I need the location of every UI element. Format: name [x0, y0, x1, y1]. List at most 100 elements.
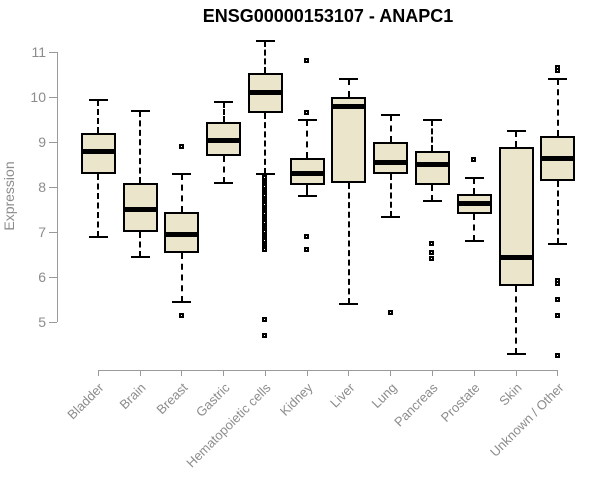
x-tick [473, 369, 475, 376]
outlier [554, 280, 560, 286]
median-hematopoietic-cells [249, 90, 281, 96]
outlier [262, 332, 268, 338]
x-tick [515, 369, 517, 376]
whisker-upper-bladder [97, 99, 100, 134]
x-tick [97, 369, 99, 376]
whisker-cap [381, 114, 401, 117]
y-tick-label: 8 [38, 179, 46, 196]
whisker-lower-lung [389, 173, 392, 217]
median-lung [375, 160, 407, 166]
whisker-lower-bladder [97, 173, 100, 237]
outlier [429, 256, 435, 262]
y-tick [49, 322, 57, 324]
whisker-lower-pancreas [431, 185, 434, 201]
median-liver [333, 103, 365, 109]
median-gastric [208, 137, 240, 143]
x-tick [306, 369, 308, 376]
whisker-cap [297, 118, 317, 121]
median-bladder [82, 148, 114, 154]
whisker-upper-hematopoietic-cells [264, 41, 267, 73]
x-axis-line [97, 369, 559, 371]
box-lung [373, 142, 409, 174]
outlier [471, 157, 477, 163]
outlier [554, 68, 560, 74]
x-tick [431, 369, 433, 376]
x-tick [557, 369, 559, 376]
whisker-upper-liver [347, 79, 350, 98]
y-tick-label: 11 [31, 44, 46, 61]
outlier [429, 240, 435, 246]
median-brain [124, 207, 156, 213]
whisker-cap [548, 242, 568, 245]
whisker-cap [464, 177, 484, 180]
outlier [304, 233, 310, 239]
y-tick-label: 7 [38, 224, 46, 241]
whisker-cap [130, 256, 150, 259]
whisker-cap [464, 240, 484, 243]
whisker-cap [422, 118, 442, 121]
whisker-lower-skin [515, 286, 517, 354]
whisker-cap [214, 100, 234, 103]
whisker-upper-skin [515, 131, 517, 147]
whisker-upper-brain [139, 110, 142, 183]
whisker-lower-prostate [473, 214, 476, 242]
whisker-upper-kidney [306, 119, 309, 159]
whisker-cap [88, 98, 108, 101]
x-tick [139, 369, 141, 376]
x-tick [390, 369, 392, 376]
whisker-cap [130, 109, 150, 112]
outlier [304, 58, 310, 64]
whisker-cap [422, 199, 442, 202]
median-skin [500, 254, 532, 260]
whisker-cap [548, 78, 568, 81]
y-tick [49, 97, 57, 99]
whisker-cap [255, 40, 275, 43]
whisker-cap [297, 195, 317, 198]
whisker-upper-gastric [222, 101, 225, 123]
whisker-lower-kidney [306, 185, 309, 197]
whisker-cap [255, 172, 275, 175]
outlier [304, 247, 310, 253]
outlier [554, 296, 560, 302]
x-tick [264, 369, 266, 376]
y-tick-label: 9 [38, 134, 46, 151]
y-tick [49, 232, 57, 234]
whisker-upper-pancreas [431, 119, 434, 152]
whisker-cap [506, 352, 526, 355]
outlier [178, 312, 184, 318]
outlier [178, 143, 184, 149]
outlier [304, 110, 310, 116]
y-tick [49, 277, 57, 279]
whisker-lower-brain [139, 232, 142, 258]
whisker-upper-unknown-other [556, 79, 559, 136]
outlier [554, 353, 560, 359]
median-pancreas [416, 162, 448, 168]
whisker-cap [506, 130, 526, 133]
median-prostate [458, 200, 490, 206]
whisker-upper-breast [180, 173, 183, 213]
y-tick-label: 6 [38, 269, 46, 286]
whisker-cap [339, 303, 359, 306]
outlier [262, 247, 268, 253]
whisker-lower-breast [180, 252, 183, 303]
median-kidney [291, 171, 323, 177]
whisker-cap [88, 235, 108, 238]
whisker-cap [214, 181, 234, 184]
outlier [262, 317, 268, 323]
whisker-lower-gastric [222, 155, 225, 183]
median-unknown-other [542, 155, 574, 161]
whisker-lower-hematopoietic-cells [264, 113, 267, 174]
x-tick [223, 369, 225, 376]
box-pancreas [414, 151, 450, 186]
y-tick-label: 5 [38, 314, 46, 331]
y-axis-line [57, 52, 58, 323]
whisker-cap [339, 78, 359, 81]
median-breast [166, 232, 198, 238]
whisker-cap [381, 215, 401, 218]
whisker-lower-unknown-other [556, 180, 559, 244]
y-tick-label: 10 [30, 89, 46, 106]
x-tick [181, 369, 183, 376]
chart-title: ENSG00000153107 - ANAPC1 [202, 6, 454, 26]
